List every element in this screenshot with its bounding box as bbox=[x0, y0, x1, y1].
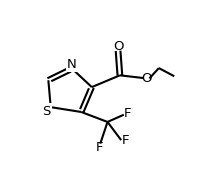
Text: N: N bbox=[67, 58, 77, 71]
Text: S: S bbox=[43, 105, 51, 118]
Text: N: N bbox=[67, 58, 77, 71]
Text: F: F bbox=[96, 141, 103, 154]
Text: O: O bbox=[142, 72, 152, 85]
Text: F: F bbox=[121, 135, 129, 147]
Text: F: F bbox=[124, 107, 131, 120]
Text: S: S bbox=[43, 105, 51, 118]
Text: N: N bbox=[67, 58, 77, 71]
Text: S: S bbox=[43, 105, 51, 118]
Text: O: O bbox=[113, 40, 123, 53]
